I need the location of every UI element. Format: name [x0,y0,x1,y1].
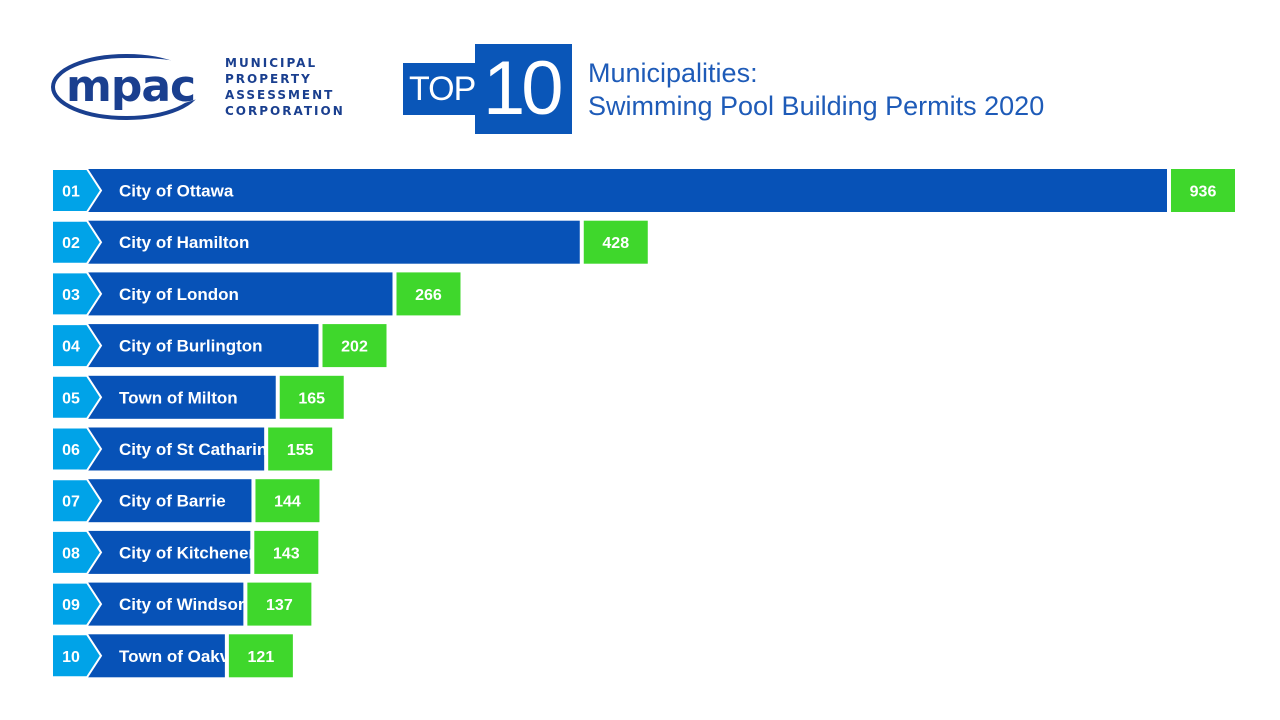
bar-row: 01 City of Ottawa 936 [51,168,1235,213]
bar-row: 03 City of London 266 [51,271,461,317]
bar [85,220,580,264]
rank-label: 09 [62,597,80,614]
rank-label: 07 [62,494,80,511]
rank-label: 10 [62,649,80,666]
rank-tab [51,426,103,472]
value-box [228,634,293,678]
category-label: City of Hamilton [119,233,249,252]
bar-row: 09 City of Windsor 137 [51,581,312,627]
category-label: City of Windsor [119,595,245,614]
value-label: 143 [273,545,300,562]
rank-tab [51,478,103,524]
bar [85,169,1167,212]
bar [85,479,252,523]
logo-subtitle-line: PROPERTY [225,72,312,86]
value-box [247,582,312,626]
category-label: Town of Milton [119,388,238,407]
bar [85,324,319,368]
category-label: Town of Oakville [119,647,253,666]
bar [85,582,244,626]
top10-badge: TOP 10 [403,44,573,134]
top10-badge-right-box [475,44,572,134]
value-label: 428 [602,235,629,252]
category-label: City of London [119,285,239,304]
category-label: City of Ottawa [119,182,234,201]
rank-tab [51,529,103,575]
logo-subtitle-line: MUNICIPAL [225,56,318,70]
logo-subtitle: MUNICIPAL PROPERTY ASSESSMENT CORPORATIO… [225,55,345,119]
rank-tab [51,323,103,369]
category-label: City of St Catharines [119,440,286,459]
value-label: 155 [287,442,314,459]
rank-label: 04 [62,339,80,356]
rank-tab [51,271,103,317]
bar-row: 07 City of Barrie 144 [51,478,320,524]
category-label: City of Kitchener [119,543,255,562]
bar [85,272,393,316]
category-label: City of Barrie [119,492,226,511]
bar [85,427,265,471]
rank-tab [51,581,103,627]
page-title-line1: Municipalities: [588,58,758,88]
page-title: Municipalities: Swimming Pool Building P… [588,57,1044,123]
category-label: City of Burlington [119,337,263,356]
rank-label: 08 [62,545,80,562]
top10-number: 10 [483,46,564,131]
bar [85,375,276,419]
bar-row: 06 City of St Catharines 155 [51,426,333,472]
rank-tab [51,219,103,265]
value-box [254,530,319,574]
page-title-line2: Swimming Pool Building Permits 2020 [588,91,1045,121]
logo-subtitle-line: ASSESSMENT [225,88,335,102]
value-box [322,324,387,368]
value-label: 266 [415,287,442,304]
logo-wordmark: mpac [66,61,195,112]
value-box [1171,169,1235,212]
rank-tab [51,633,103,679]
rank-label: 02 [62,235,80,252]
value-label: 121 [248,649,275,666]
rank-tab [51,374,103,420]
rank-tab [51,168,103,213]
value-box [583,220,648,264]
value-box [255,479,320,523]
value-box [279,375,344,419]
top10-word: TOP [409,70,476,108]
rank-label: 06 [62,442,80,459]
rank-label: 01 [62,184,80,201]
bar-row: 04 City of Burlington 202 [51,323,387,369]
rank-label: 05 [62,390,80,407]
value-label: 202 [341,339,368,356]
bar [85,530,251,574]
bar-row: 02 City of Hamilton 428 [51,219,648,265]
bar [85,634,225,678]
logo-subtitle-line: CORPORATION [225,104,345,118]
value-label: 165 [298,390,325,407]
mpac-logo: mpac MUNICIPAL PROPERTY ASSESSMENT CORPO… [48,52,368,130]
top10-badge-left-box [403,63,478,115]
rank-label: 03 [62,287,80,304]
value-box [396,272,461,316]
value-label: 144 [274,494,301,511]
mpac-logo-mark: mpac [51,54,214,120]
value-label: 936 [1190,184,1217,201]
value-label: 137 [266,597,293,614]
value-box [268,427,333,471]
bar-row: 08 City of Kitchener 143 [51,529,319,575]
bar-row: 05 Town of Milton 165 [51,374,344,420]
